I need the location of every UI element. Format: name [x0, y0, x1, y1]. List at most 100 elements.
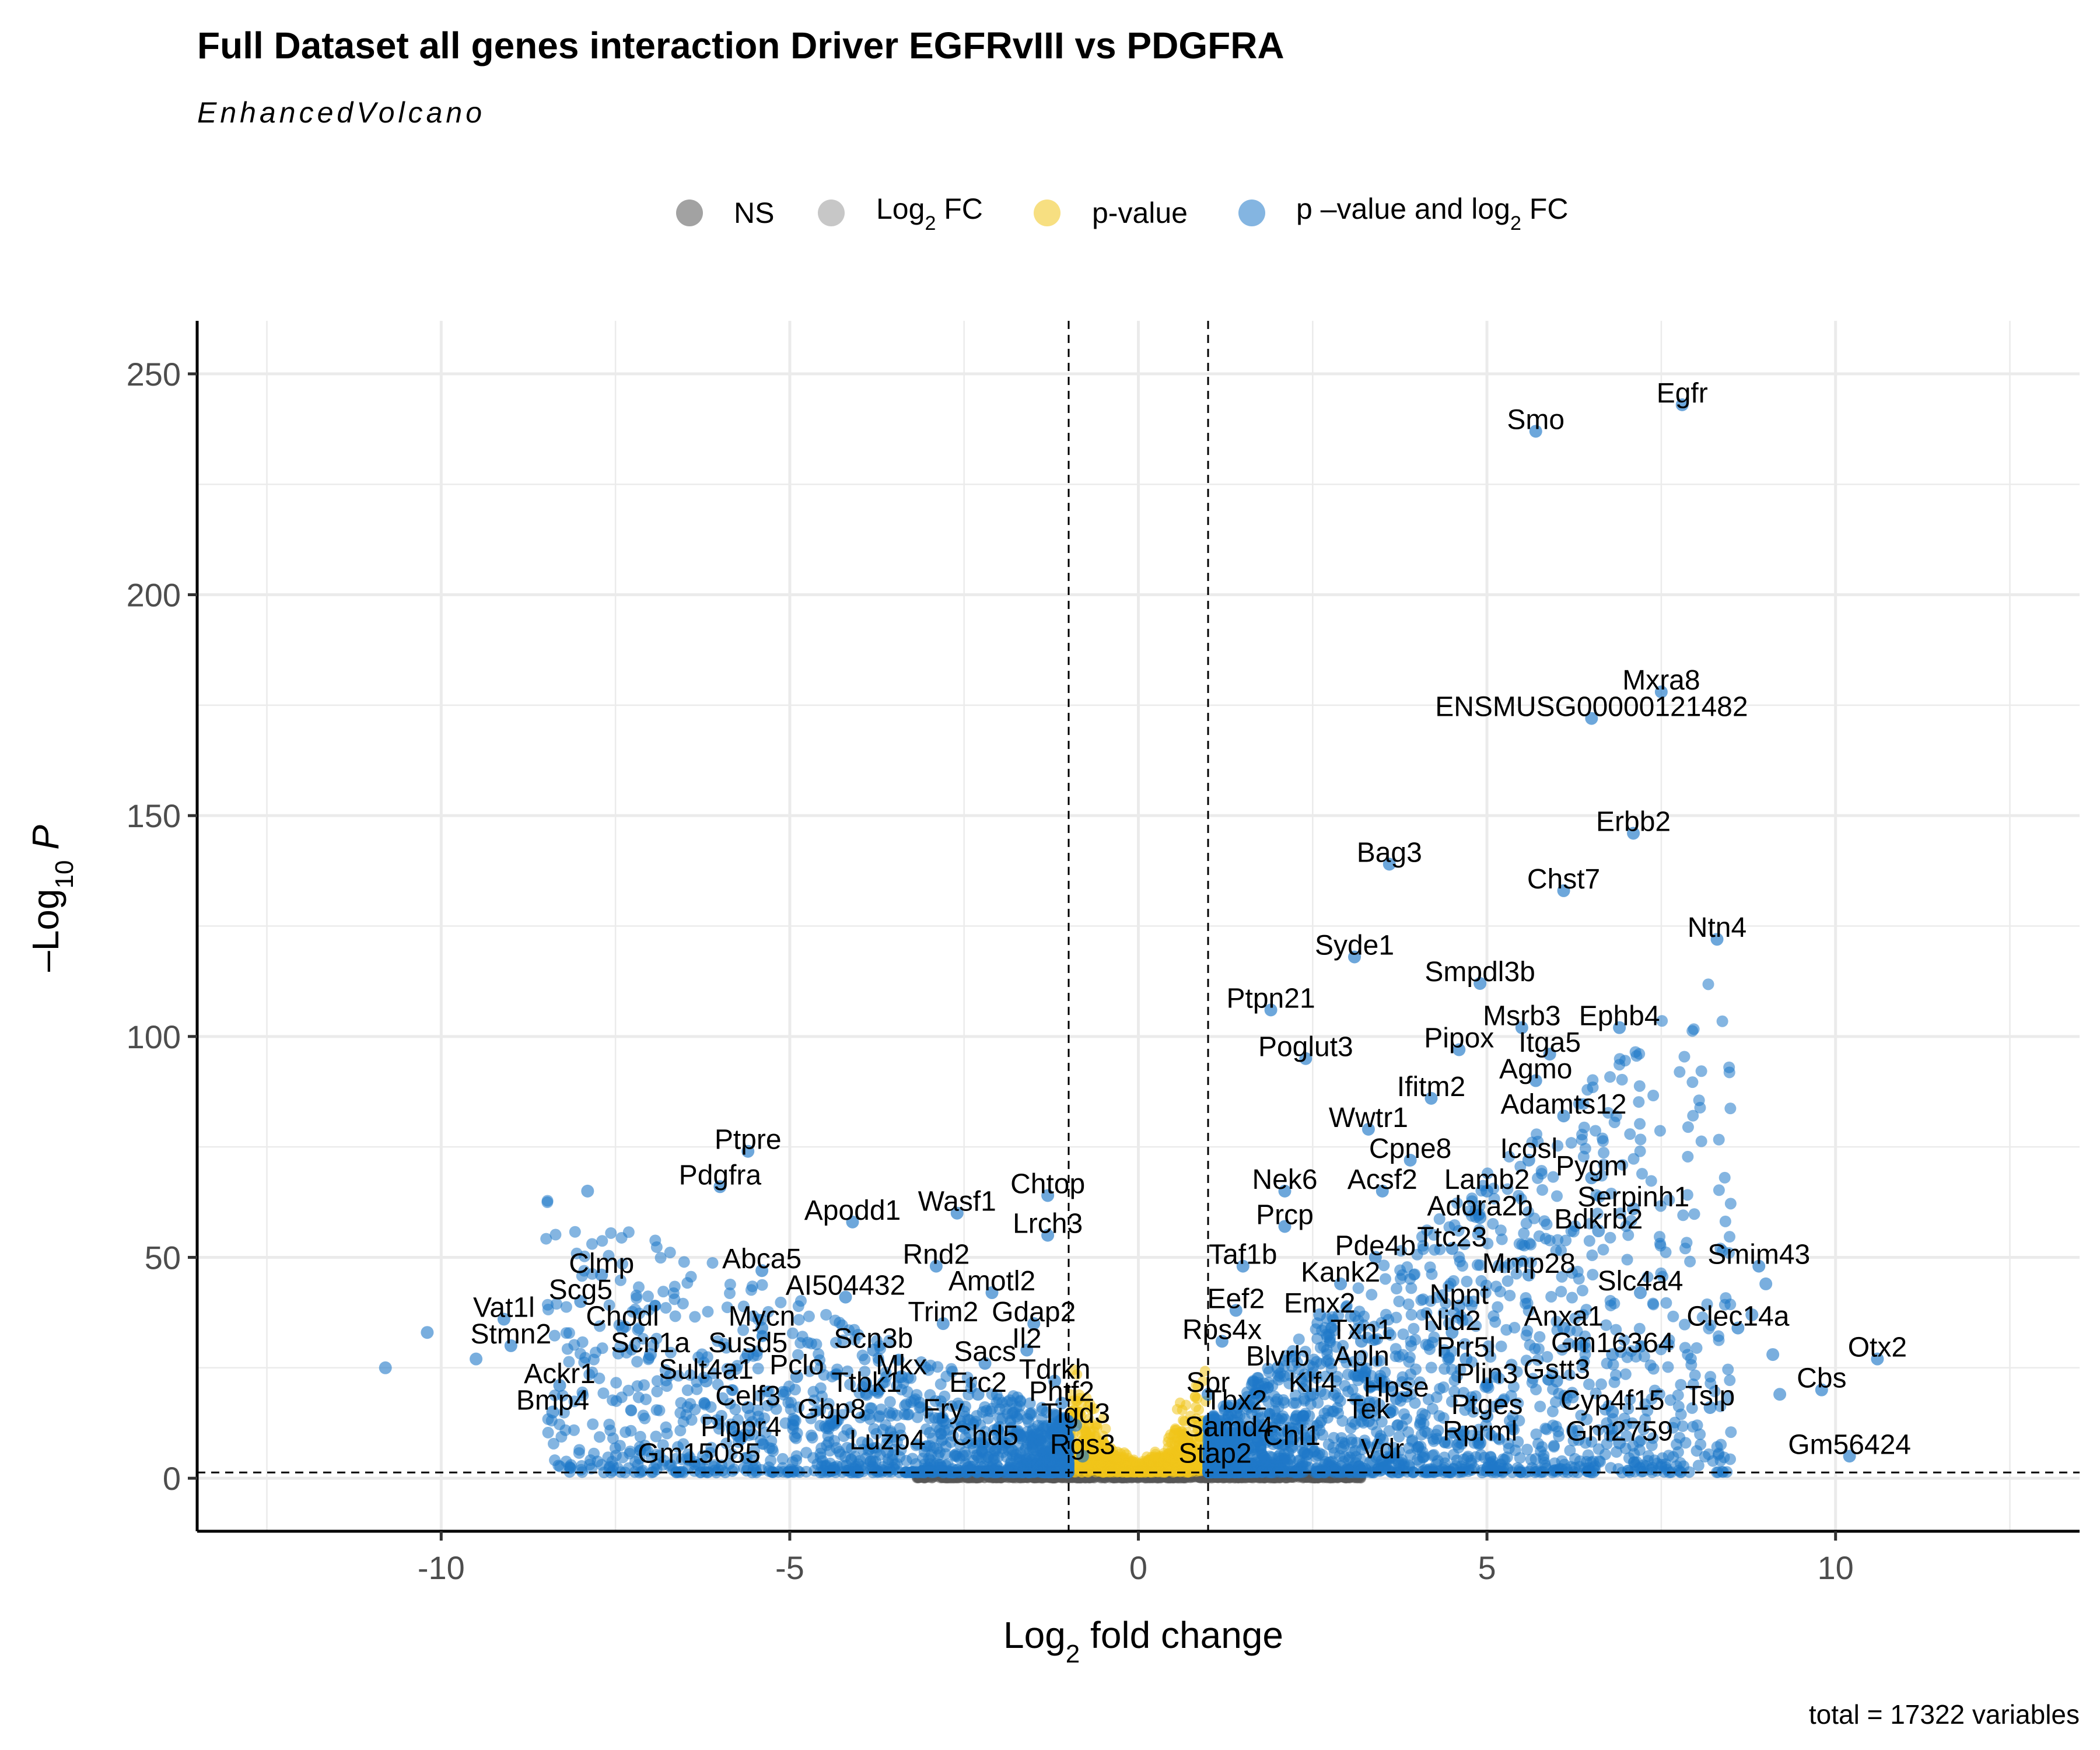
significant-point: [756, 1279, 768, 1291]
significant-point: [724, 1278, 736, 1290]
significant-point: [1703, 1448, 1715, 1461]
significant-point: [638, 1379, 650, 1391]
significant-point: [1534, 1331, 1546, 1343]
significant-point: [1424, 1261, 1436, 1273]
significant-point: [1686, 1025, 1699, 1037]
significant-point: [1576, 1284, 1588, 1297]
significant-point: [1299, 1460, 1311, 1472]
significant-point: [1345, 1433, 1357, 1446]
significant-point: [1430, 1429, 1442, 1441]
significant-point: [573, 1447, 585, 1459]
significant-point: [1686, 1076, 1699, 1088]
significant-point: [745, 1284, 757, 1296]
significant-point: [1490, 1280, 1502, 1293]
significant-point: [1654, 1237, 1666, 1250]
significant-point: [859, 1353, 871, 1366]
significant-point: [1287, 1465, 1299, 1477]
significant-point: [875, 1404, 887, 1416]
legend: NS Log2 FC p-value p –value and log2 FC: [676, 192, 1568, 235]
significant-point: [1538, 1457, 1550, 1469]
significant-point: [1576, 1133, 1588, 1146]
significant-point: [702, 1306, 714, 1318]
pvalue-point: [1098, 1412, 1110, 1423]
significant-point: [632, 1281, 645, 1293]
significant-point: [1633, 1096, 1645, 1108]
significant-point: [1647, 1090, 1660, 1102]
significant-point: [1483, 1457, 1495, 1469]
significant-point: [1654, 1125, 1666, 1137]
chart-title: Full Dataset all genes interaction Drive…: [197, 24, 1284, 66]
significant-point: [1723, 1061, 1735, 1073]
significant-point: [1328, 1447, 1340, 1459]
significant-point: [1695, 1135, 1707, 1147]
significant-point: [1724, 1102, 1737, 1115]
gene-label: Smim43: [1707, 1240, 1810, 1270]
significant-point: [898, 1408, 911, 1420]
gene-label: Chst7: [1527, 864, 1600, 895]
significant-point: [637, 1409, 649, 1422]
significant-point: [766, 1443, 778, 1455]
significant-point: [581, 1184, 594, 1198]
significant-point: [675, 1396, 687, 1409]
significant-point: [1715, 1438, 1727, 1451]
significant-point: [668, 1293, 681, 1306]
significant-point: [1587, 1074, 1599, 1086]
significant-point: [649, 1234, 662, 1247]
significant-point: [828, 1464, 841, 1476]
significant-point: [1667, 1451, 1679, 1463]
significant-point: [664, 1247, 676, 1259]
significant-point: [1773, 1388, 1787, 1401]
gene-label: Smpdl3b: [1424, 957, 1535, 988]
significant-point: [1416, 1446, 1429, 1458]
significant-point: [1662, 1361, 1674, 1373]
legend-item-log2fc: Log2 FC: [818, 192, 983, 235]
gene-label: Taf1b: [1209, 1240, 1277, 1270]
significant-point: [1719, 1215, 1731, 1227]
significant-point: [587, 1418, 599, 1430]
significant-point: [1523, 1465, 1535, 1478]
pvalue-point: [1149, 1451, 1160, 1462]
significant-point: [691, 1383, 703, 1395]
significant-point: [1634, 1118, 1646, 1130]
significant-point: [1682, 1150, 1694, 1163]
significant-point: [625, 1405, 638, 1417]
legend-swatch-pvalue-and-log2fc: [1238, 200, 1265, 226]
significant-point: [552, 1460, 565, 1472]
significant-point: [660, 1302, 672, 1314]
significant-point: [1038, 1454, 1051, 1466]
gene-label: Erbb2: [1596, 806, 1671, 837]
significant-point: [1629, 1046, 1642, 1058]
significant-point: [1404, 1449, 1416, 1461]
significant-point: [651, 1385, 663, 1398]
gene-label: Mmp28: [1482, 1248, 1576, 1279]
significant-point: [1454, 1255, 1466, 1268]
significant-point: [1674, 1066, 1686, 1078]
significant-point: [996, 1396, 1008, 1409]
significant-point: [1343, 1451, 1356, 1464]
significant-point: [1597, 1135, 1609, 1147]
pvalue-point: [1138, 1455, 1149, 1466]
significant-point: [1404, 1351, 1416, 1363]
significant-point: [1624, 1128, 1636, 1140]
significant-point: [1644, 1359, 1657, 1371]
significant-point: [674, 1407, 687, 1419]
significant-point: [421, 1326, 434, 1339]
significant-point: [1766, 1348, 1780, 1362]
significant-point: [597, 1387, 610, 1399]
significant-point: [1634, 1133, 1647, 1146]
significant-point: [814, 1382, 827, 1394]
significant-point: [1494, 1224, 1507, 1237]
significant-point: [982, 1464, 995, 1476]
gene-label: Bag3: [1357, 837, 1422, 868]
significant-point: [776, 1452, 789, 1465]
legend-label-pvalue: p-value: [1092, 197, 1188, 229]
significant-point: [1590, 1125, 1602, 1137]
significant-point: [1415, 1294, 1427, 1306]
legend-label-pvalue-and-log2fc: p –value and log2 FC: [1296, 192, 1568, 235]
significant-point: [1695, 1438, 1707, 1451]
significant-point: [803, 1310, 815, 1322]
significant-point: [1508, 1322, 1521, 1334]
significant-point: [864, 1413, 876, 1425]
significant-point: [1530, 1383, 1542, 1395]
significant-point: [1437, 1381, 1450, 1394]
